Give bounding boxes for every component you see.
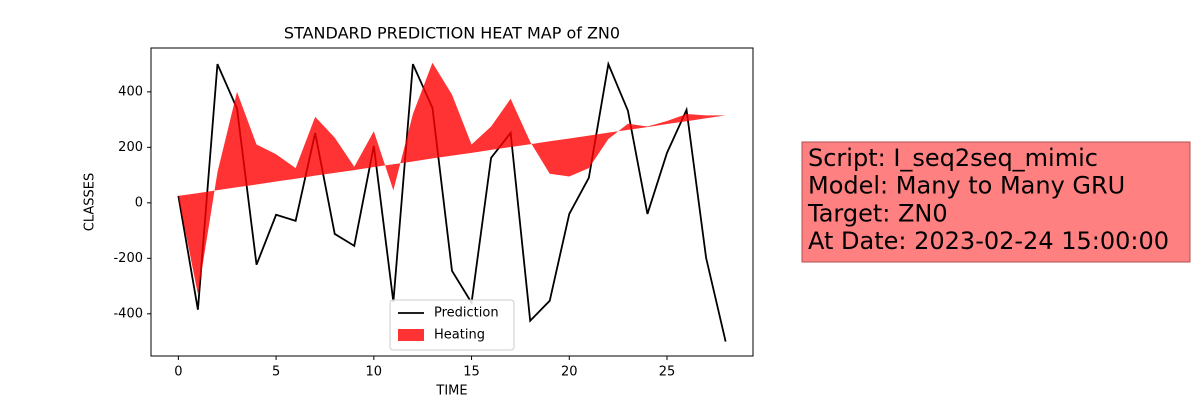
heating-area bbox=[178, 62, 726, 295]
x-tick-label: 15 bbox=[463, 365, 480, 380]
legend-label: Heating bbox=[434, 328, 485, 343]
annotation-box bbox=[801, 141, 1191, 263]
y-tick-label: 0 bbox=[135, 195, 143, 210]
x-tick-label: 0 bbox=[174, 365, 182, 380]
y-tick-label: 400 bbox=[118, 84, 143, 99]
y-tick-label: 200 bbox=[118, 140, 143, 155]
annotation-line: Script: I_seq2seq_mimic bbox=[808, 144, 1098, 172]
y-tick-label: -400 bbox=[113, 306, 143, 321]
prediction-line bbox=[177, 60, 727, 342]
annotation-line: Model: Many to Many GRU bbox=[808, 172, 1125, 200]
legend-label: Prediction bbox=[434, 306, 499, 321]
y-tick-label: -200 bbox=[113, 251, 143, 266]
x-tick-label: 25 bbox=[659, 365, 676, 380]
x-tick-label: 5 bbox=[272, 365, 280, 380]
chart-title: STANDARD PREDICTION HEAT MAP of ZN0 bbox=[284, 24, 620, 43]
x-tick-label: 20 bbox=[561, 365, 578, 380]
annotation-line: At Date: 2023-02-24 15:00:00 bbox=[808, 227, 1169, 255]
plot-frame bbox=[150, 47, 754, 357]
x-tick-label: 10 bbox=[366, 365, 383, 380]
legend-swatch bbox=[398, 329, 424, 341]
annotation-line: Target: ZN0 bbox=[807, 199, 948, 227]
x-axis-label: TIME bbox=[435, 384, 467, 399]
y-axis-label: CLASSES bbox=[83, 173, 98, 231]
